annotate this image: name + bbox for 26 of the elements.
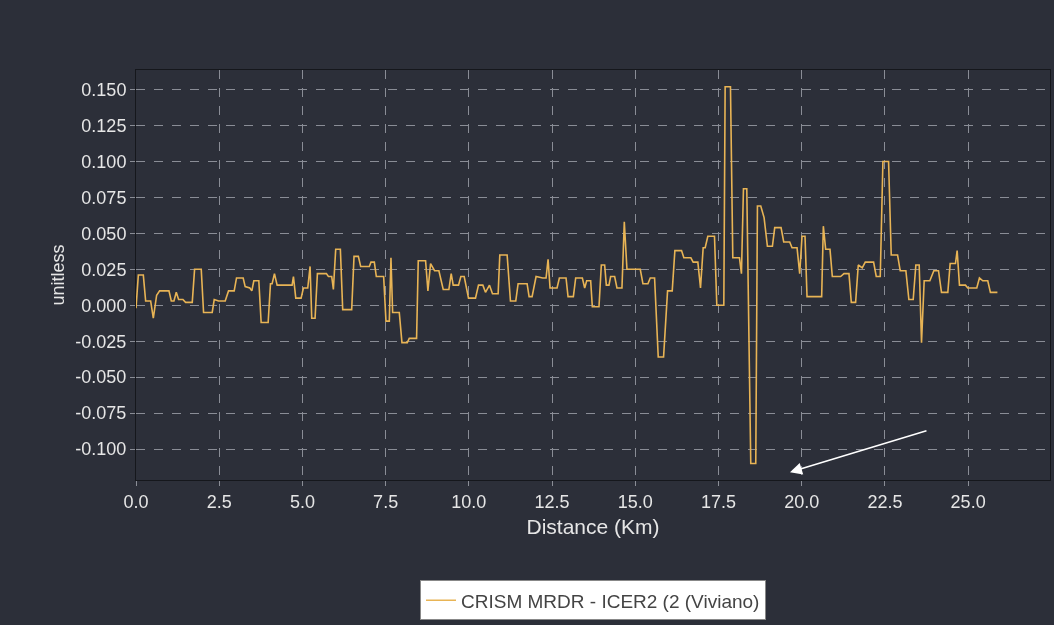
x-tick-label: 12.5 [534, 491, 570, 512]
y-tick-label: 0.075 [81, 187, 127, 208]
y-tick-label: 0.000 [81, 295, 127, 316]
x-tick-label: 22.5 [867, 491, 903, 512]
x-tick-label: 0.0 [123, 491, 149, 512]
y-tick-label: -0.025 [75, 331, 127, 352]
x-tick-label: 5.0 [289, 491, 315, 512]
y-tick-label: 0.025 [81, 259, 127, 280]
x-tick-label: 7.5 [373, 491, 399, 512]
y-tick-label: -0.050 [75, 367, 127, 388]
line-series [136, 85, 999, 465]
y-tick-label: -0.075 [75, 403, 127, 424]
y-tick-label: 0.050 [81, 223, 127, 244]
y-tick-label: 0.150 [81, 79, 127, 100]
x-tick-label: 2.5 [206, 491, 232, 512]
y-tick-label: 0.125 [81, 115, 127, 136]
x-tick-label: 20.0 [784, 491, 820, 512]
y-tick-label: 0.100 [81, 151, 127, 172]
x-tick-label: 17.5 [700, 491, 736, 512]
y-tick-label: -0.100 [75, 439, 127, 460]
x-tick-label: 25.0 [950, 491, 986, 512]
y-axis-title: unitless [47, 244, 68, 306]
x-axis-title: Distance (Km) [526, 514, 660, 538]
x-tick-label: 15.0 [617, 491, 653, 512]
x-tick-label: 10.0 [451, 491, 487, 512]
legend-label: CRISM MRDR - ICER2 (2 (Viviano) [461, 590, 760, 612]
